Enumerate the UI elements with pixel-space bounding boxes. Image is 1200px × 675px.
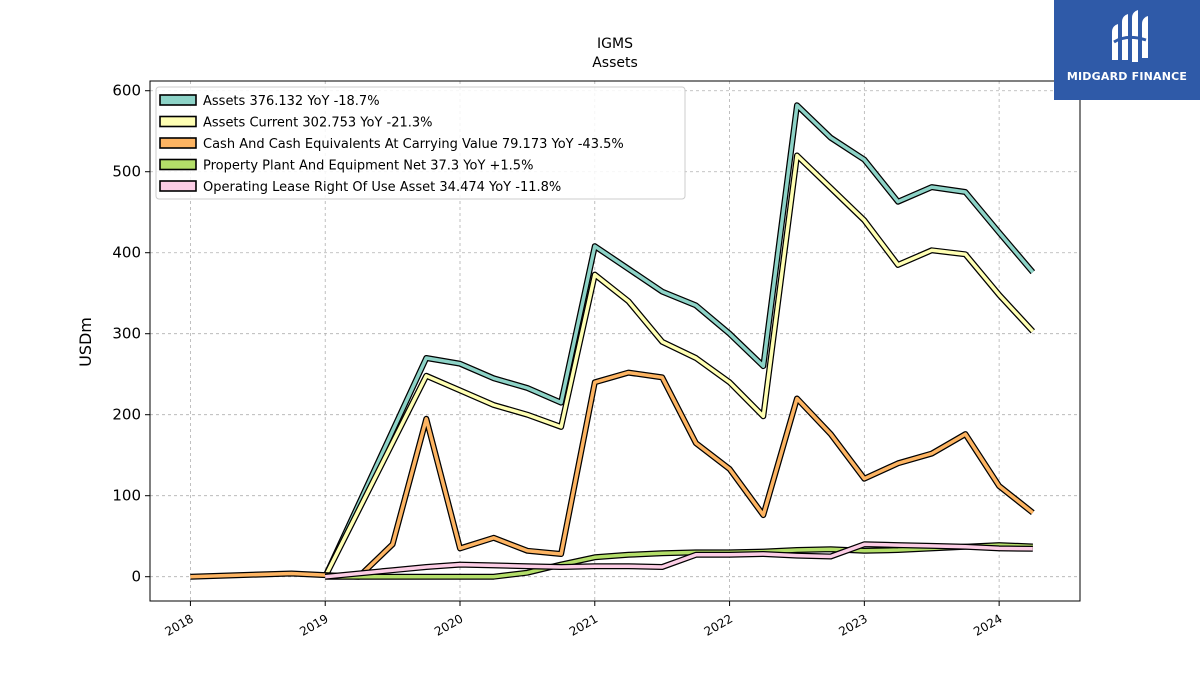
y-tick-label: 400 [112,244,141,262]
series-1 [322,102,1036,578]
legend-swatch [159,158,197,171]
legend: Assets 376.132 YoY -18.7% Assets Current … [155,86,686,200]
y-tick-label: 200 [112,406,141,424]
legend-label: Assets Current 302.753 YoY -21.3% [203,116,433,131]
x-tick-label: 2022 [702,611,735,638]
y-tick-label: 100 [112,487,141,505]
plot-frame [149,80,1081,602]
chart-title: IGMS [597,36,633,52]
x-tick-label: 2020 [432,611,465,638]
logo: MIDGARD FINANCE [1054,0,1200,100]
series-line [323,153,1035,578]
legend-item: Property Plant And Equipment Net 37.3 Yo… [159,158,533,174]
legend-item: Cash And Cash Equivalents At Carrying Va… [159,137,624,152]
y-tick-label: 300 [112,325,141,343]
series-5 [324,541,1033,580]
legend-swatch [159,115,197,128]
series-3 [190,369,1035,580]
y-tick-label: 500 [112,163,141,181]
legend-swatch [159,180,197,192]
legend-label: Assets 376.132 YoY -18.7% [203,94,380,109]
y-axis-label: USDm [76,317,95,367]
y-tick-label: 600 [112,82,141,100]
series-line-outline [322,152,1036,579]
series-layer [190,102,1036,580]
legend-item: Assets 376.132 YoY -18.7% [159,94,380,109]
legend-swatch [159,94,197,106]
legend-item: Assets Current 302.753 YoY -21.3% [159,115,433,131]
legend-label: Property Plant And Equipment Net 37.3 Yo… [203,159,533,174]
x-tick-label: 2023 [836,611,869,638]
legend-box [155,86,686,200]
x-tick-label: 2024 [971,611,1004,638]
logo-text: MIDGARD FINANCE [1066,70,1188,83]
logo-mark-icon [1112,10,1148,62]
series-line [190,370,1034,579]
series-2 [322,152,1036,579]
chart-subtitle: Assets [592,55,638,71]
x-tick-label: 2018 [162,611,195,638]
legend-item: Operating Lease Right Of Use Asset 34.47… [159,180,561,195]
series-line [325,542,1033,579]
legend-swatch [159,137,197,149]
series-line [323,103,1035,578]
legend-label: Cash And Cash Equivalents At Carrying Va… [203,137,624,152]
y-tick-label: 0 [131,568,141,586]
x-tick-label: 2021 [567,611,600,638]
x-tick-label: 2019 [297,611,330,638]
legend-label: Operating Lease Right Of Use Asset 34.47… [203,180,561,195]
